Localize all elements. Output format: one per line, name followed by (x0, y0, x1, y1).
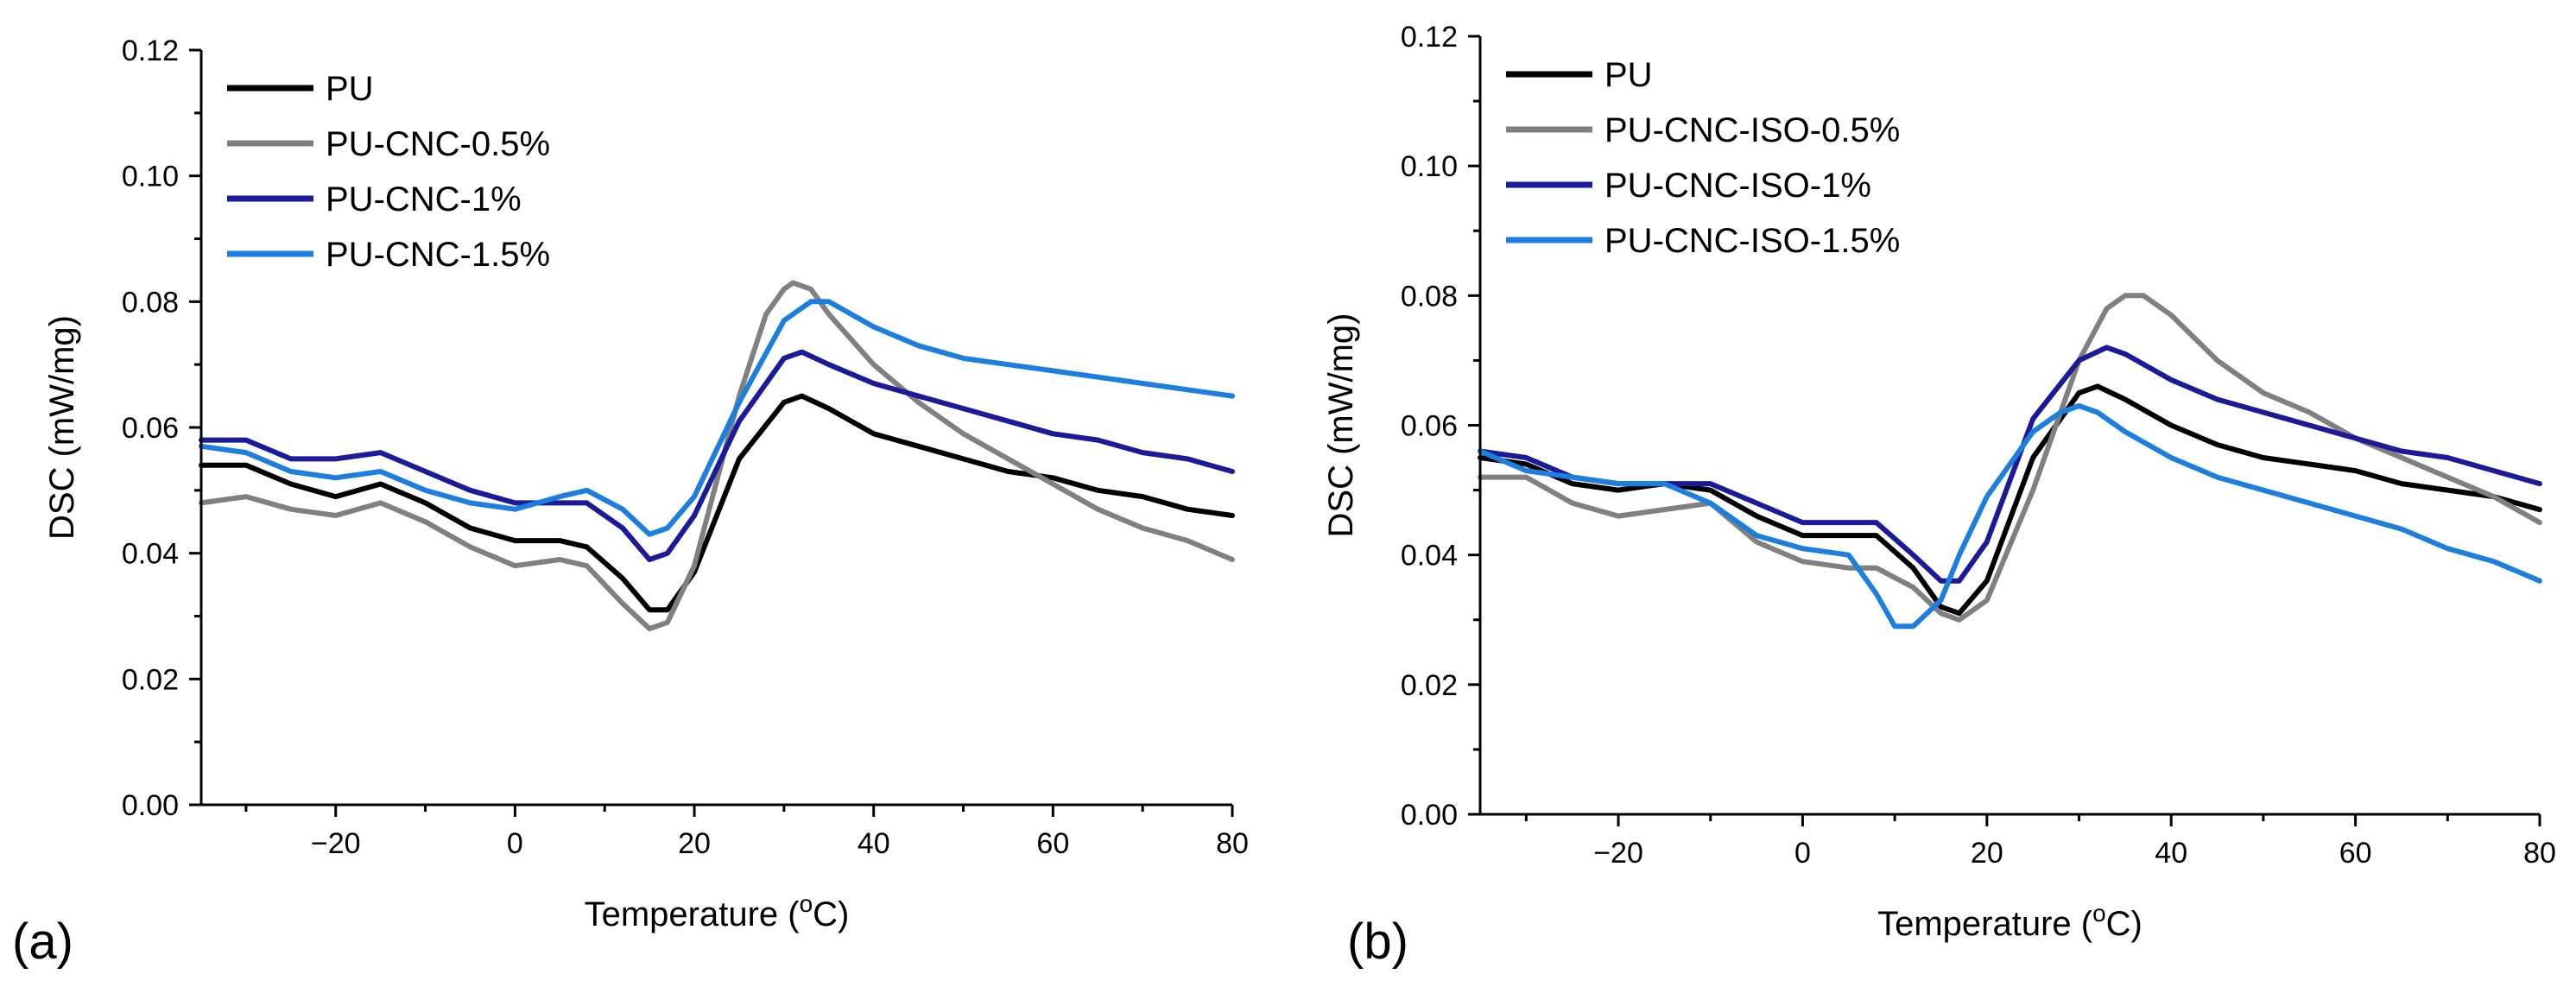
series-line-2 (199, 349, 1235, 562)
panel-label: (b) (1347, 914, 1408, 970)
legend-label-3: PU-CNC-1.5% (326, 236, 550, 274)
y-tick-label: 0.10 (122, 161, 179, 193)
chart-a: −20 0 20 40 60 80 0.00 0.02 0.04 0.06 0.08 0.10 0.12… (12, 35, 1249, 970)
x-tick-label: 40 (2155, 837, 2187, 870)
y-tick-label: 0.02 (122, 663, 179, 696)
y-tick-label: 0.02 (1401, 669, 1458, 702)
y-axis-label: DSC (mW/mg) (43, 315, 81, 540)
x-tick-label: 0 (507, 827, 523, 860)
y-tick-label: 0.08 (1401, 280, 1458, 313)
x-tick-label: −20 (311, 827, 361, 860)
panel-label: (a) (12, 914, 73, 970)
legend-label-0: PU (1604, 56, 1653, 94)
series-line-1 (1478, 293, 2542, 623)
y-tick-label: 0.04 (1401, 540, 1458, 573)
x-tick-label: 60 (2339, 837, 2372, 870)
y-tick-label: 0.06 (1401, 410, 1458, 443)
series-line-3 (199, 299, 1235, 537)
x-tick-label: 20 (678, 827, 711, 860)
legend-label-2: PU-CNC-ISO-1% (1604, 167, 1871, 205)
legend-label-2: PU-CNC-1% (326, 180, 522, 218)
y-tick-label: 0.08 (122, 286, 179, 319)
y-axis-label: DSC (mW/mg) (1322, 313, 1360, 538)
x-tick-label: 80 (1216, 827, 1249, 860)
y-tick-label: 0.12 (1401, 21, 1458, 54)
y-tick-label: 0.12 (122, 35, 179, 67)
series-line-1 (199, 280, 1235, 632)
y-tick-label: 0.00 (1401, 799, 1458, 832)
y-tick-label: 0.00 (122, 789, 179, 822)
x-tick-label: 0 (1794, 837, 1811, 870)
legend-label-1: PU-CNC-ISO-0.5% (1604, 111, 1900, 149)
legend-label-1: PU-CNC-0.5% (326, 125, 550, 163)
series-line-3 (1478, 403, 2542, 630)
y-tick-label: 0.04 (122, 538, 179, 571)
x-tick-label: 40 (858, 827, 890, 860)
x-tick-label: 80 (2523, 837, 2556, 870)
series-line-0 (1478, 383, 2542, 617)
x-tick-label: −20 (1593, 837, 1643, 870)
legend-label-0: PU (326, 70, 374, 108)
x-tick-label: 60 (1036, 827, 1069, 860)
y-tick-label: 0.06 (122, 412, 179, 445)
x-axis-label: Temperature (oC) (1877, 900, 2142, 943)
y-tick-label: 0.10 (1401, 150, 1458, 183)
x-tick-label: 20 (1971, 837, 2003, 870)
chart-b: −20 0 20 40 60 80 0.00 0.02 0.04 0.06 0.08 0.10 0.12… (1322, 21, 2556, 970)
series-line-0 (199, 393, 1235, 613)
series-line-2 (1478, 345, 2542, 584)
x-axis-label: Temperature (oC) (585, 890, 850, 933)
legend-label-3: PU-CNC-ISO-1.5% (1604, 222, 1900, 260)
